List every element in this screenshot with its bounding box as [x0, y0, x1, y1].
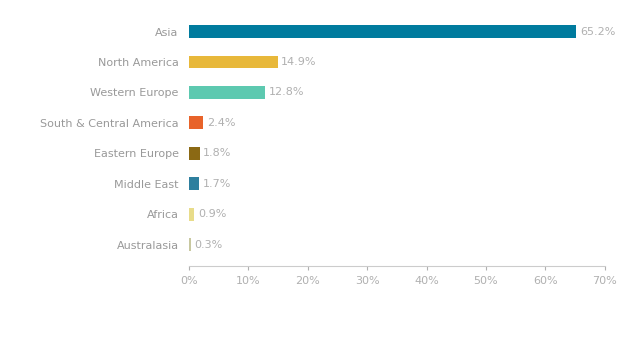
- Bar: [189, 177, 199, 190]
- Text: 14.9%: 14.9%: [281, 57, 316, 67]
- Bar: [189, 208, 194, 221]
- Text: 2.4%: 2.4%: [207, 118, 236, 128]
- Bar: [189, 25, 576, 38]
- Bar: [189, 238, 191, 251]
- Text: 65.2%: 65.2%: [580, 27, 616, 36]
- Bar: [189, 86, 265, 99]
- Text: 12.8%: 12.8%: [268, 87, 304, 98]
- Text: 1.7%: 1.7%: [203, 179, 231, 189]
- Bar: [189, 117, 203, 129]
- Text: 0.9%: 0.9%: [198, 209, 226, 219]
- Text: 1.8%: 1.8%: [203, 148, 232, 158]
- Text: 0.3%: 0.3%: [194, 240, 222, 250]
- Bar: [189, 56, 277, 69]
- Bar: [189, 147, 200, 160]
